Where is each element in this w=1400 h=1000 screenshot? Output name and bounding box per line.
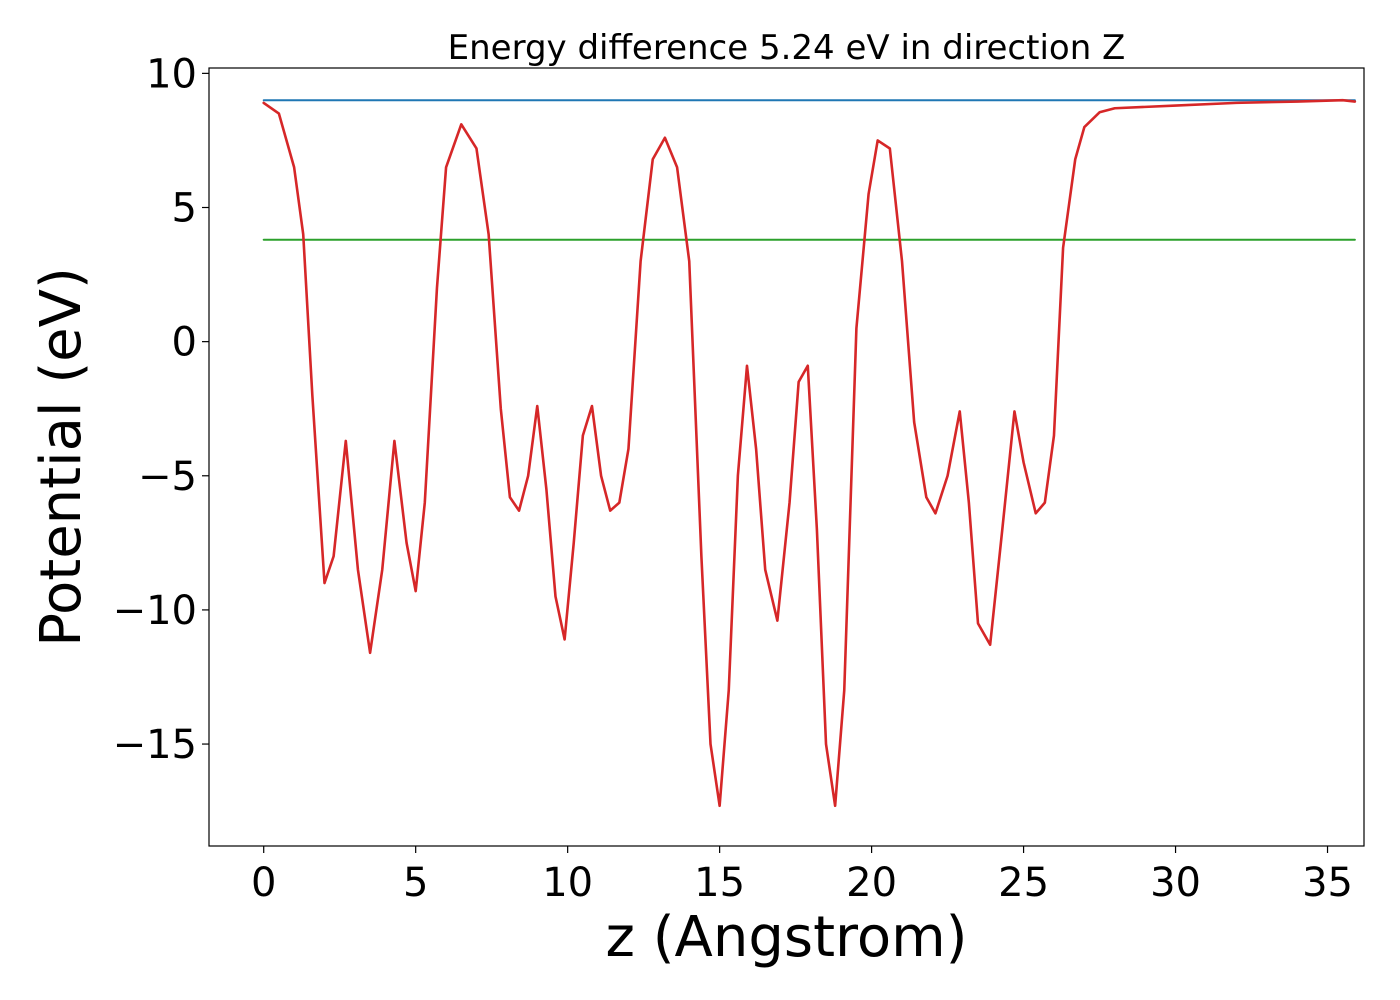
y-axis: 10 5 0 −5 −10 −15 bbox=[113, 51, 209, 768]
x-tick-label: 0 bbox=[251, 860, 276, 906]
x-tick-label: 15 bbox=[694, 860, 745, 906]
y-tick-label: 10 bbox=[146, 51, 197, 97]
x-tick-label: 20 bbox=[846, 860, 897, 906]
x-axis: 0 5 10 15 20 25 30 35 bbox=[251, 846, 1353, 906]
series-layer bbox=[262, 98, 1357, 808]
x-axis-label: z (Angstrom) bbox=[606, 905, 968, 970]
plot-frame bbox=[208, 67, 1365, 847]
x-tick-label: 5 bbox=[403, 860, 428, 906]
x-tick-label: 35 bbox=[1302, 860, 1353, 906]
y-tick-label: −15 bbox=[113, 722, 197, 768]
y-tick-label: 0 bbox=[172, 320, 197, 366]
y-tick-label: −5 bbox=[138, 454, 197, 500]
x-tick-label: 30 bbox=[1150, 860, 1201, 906]
x-tick-label: 25 bbox=[998, 860, 1049, 906]
series-line-2 bbox=[262, 98, 1357, 808]
y-tick-label: 5 bbox=[172, 186, 197, 232]
chart-title: Energy difference 5.24 eV in direction Z bbox=[448, 28, 1126, 68]
y-axis-label: Potential (eV) bbox=[29, 267, 94, 647]
y-tick-label: −10 bbox=[113, 588, 197, 634]
x-tick-label: 10 bbox=[542, 860, 593, 906]
